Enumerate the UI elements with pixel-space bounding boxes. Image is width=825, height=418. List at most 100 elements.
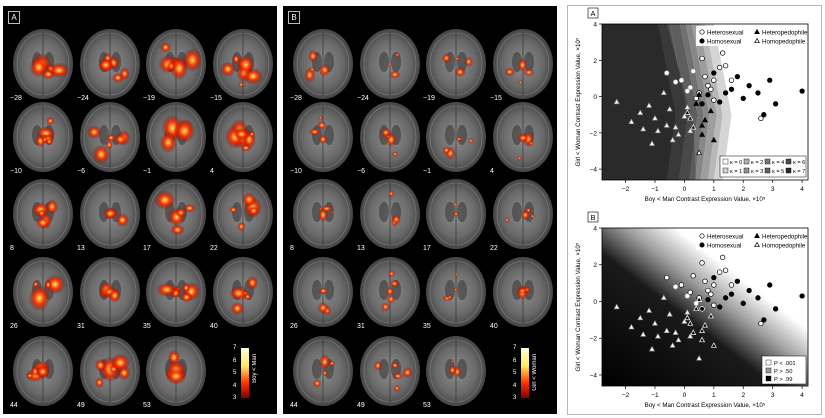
scatter-chart-b: −2 −1 0 1 2 3 4 4 2 0 −2 −4 Boy < Man Contrast Expre… xyxy=(575,211,809,409)
legend-marker-heteropedophile xyxy=(754,232,760,239)
point-homopedophile xyxy=(649,345,656,352)
slice-label-15: 35 xyxy=(143,323,151,330)
slice-label-7: −1 xyxy=(423,168,431,175)
slice-label-19: 53 xyxy=(423,402,431,409)
slice-label-14: 31 xyxy=(357,323,365,330)
kappa-swatch xyxy=(743,167,750,174)
brain-slice-9 xyxy=(13,179,73,249)
legend-marker-heteropedophile xyxy=(754,28,760,35)
brain-slice-17 xyxy=(293,336,353,406)
slice-label-10: 13 xyxy=(357,245,365,252)
brain-slice-1 xyxy=(293,29,353,99)
slice-label-12: 22 xyxy=(210,245,218,252)
point-homosexual xyxy=(755,295,761,301)
brain-slice-14 xyxy=(360,257,420,327)
y-tick-label: 4 xyxy=(593,22,597,29)
colorbar-tick-2: 6 xyxy=(233,357,237,364)
chart-letter-box xyxy=(587,211,599,223)
kappa-swatch xyxy=(722,158,729,165)
point-heterosexual xyxy=(672,284,679,290)
y-tick-label: −2 xyxy=(590,336,598,343)
point-homosexual xyxy=(799,88,805,94)
p-value-swatch xyxy=(765,375,772,382)
point-homosexual xyxy=(699,306,705,312)
slice-label-1: −28 xyxy=(290,95,302,102)
slice-label-6: −6 xyxy=(357,168,365,175)
y-axis-label: Girl < Woman Contrast Expression Value, … xyxy=(575,37,582,166)
legend-marker-homopedophile xyxy=(754,241,760,248)
point-heterosexual xyxy=(708,291,714,297)
slice-label-3: −19 xyxy=(423,95,435,102)
point-heteropedophile xyxy=(690,124,697,130)
x-tick-label: 3 xyxy=(771,186,775,193)
point-heteropedophile xyxy=(710,342,717,348)
kappa-swatch xyxy=(785,167,792,174)
brain-slice-16 xyxy=(213,257,273,327)
point-homopedophile xyxy=(687,127,694,134)
kappa-label: κ = 5 xyxy=(772,169,784,175)
colorbar-tick-5: 3 xyxy=(233,395,237,401)
point-homosexual xyxy=(799,293,805,299)
point-homosexual xyxy=(767,77,773,83)
point-homopedophile xyxy=(660,294,667,300)
point-homopedophile xyxy=(666,105,673,112)
point-homopedophile xyxy=(675,131,682,137)
x-tick-label: 3 xyxy=(771,392,775,399)
point-homosexual xyxy=(711,70,717,76)
x-tick-label: −2 xyxy=(622,186,630,193)
x-tick-label: 2 xyxy=(741,392,745,399)
point-homosexual xyxy=(728,291,735,297)
x-tick-label: −1 xyxy=(651,392,659,399)
point-heterosexual xyxy=(687,289,693,295)
brain-slice-16 xyxy=(493,257,553,327)
point-heteropedophile xyxy=(699,122,706,128)
brain-slice-5 xyxy=(293,102,353,172)
point-homosexual xyxy=(734,278,741,284)
point-heterosexual xyxy=(711,282,717,288)
point-heterosexual xyxy=(758,320,764,327)
point-homopedophile xyxy=(640,331,647,337)
point-heterosexual xyxy=(690,273,696,279)
chart-letter: A xyxy=(590,9,595,18)
brain-slice-15 xyxy=(146,257,206,327)
panel_b-slices-svg xyxy=(293,29,553,406)
plot-frame xyxy=(601,227,809,387)
scatter-figure-frame: −2 −1 0 1 2 3 4 4 2 0 −2 −4 Boy < Man Contrast Expre… xyxy=(567,5,822,415)
point-homosexual xyxy=(734,73,741,80)
legend-marker-homopedophile xyxy=(754,37,760,44)
panel-a-letter: A xyxy=(8,11,20,24)
slice-label-4: −15 xyxy=(490,95,502,102)
point-homopedophile xyxy=(675,336,682,343)
point-homopedophile xyxy=(628,118,635,125)
point-heterosexual xyxy=(684,293,690,299)
point-heteropedophile xyxy=(696,296,703,302)
point-heteropedophile xyxy=(687,320,694,326)
point-homosexual xyxy=(772,101,779,107)
point-homopedophile xyxy=(672,124,679,130)
brain-slice-7 xyxy=(146,102,206,172)
slice-label-2: −24 xyxy=(77,95,89,102)
point-heterosexual xyxy=(728,77,735,83)
slice-label-12: 22 xyxy=(490,245,498,252)
point-heterosexual xyxy=(720,50,726,56)
x-axis-label: Boy < Man Contrast Expression Value, ×10… xyxy=(645,402,766,409)
y-tick-label: −4 xyxy=(590,167,598,174)
chart-letter: B xyxy=(590,213,595,222)
series-legend xyxy=(696,230,806,250)
x-tick-label: −1 xyxy=(651,186,659,193)
slice-label-9: 8 xyxy=(10,245,14,252)
panel_a-colorbar xyxy=(241,348,249,398)
brain-slice-10 xyxy=(360,179,420,249)
p-value-label: P > .99 xyxy=(774,377,792,383)
brain-slice-11 xyxy=(426,179,486,249)
point-heterosexual xyxy=(687,84,693,91)
point-heterosexual xyxy=(684,88,690,94)
slice-label-17: 44 xyxy=(10,402,18,409)
point-homopedophile xyxy=(646,102,653,108)
point-homopedophile xyxy=(684,309,691,315)
kappa-label: κ = 7 xyxy=(793,169,805,175)
point-homopedophile xyxy=(654,333,661,339)
point-homosexual xyxy=(767,282,773,288)
data-points xyxy=(613,50,805,155)
slice-label-8: 4 xyxy=(210,168,214,175)
